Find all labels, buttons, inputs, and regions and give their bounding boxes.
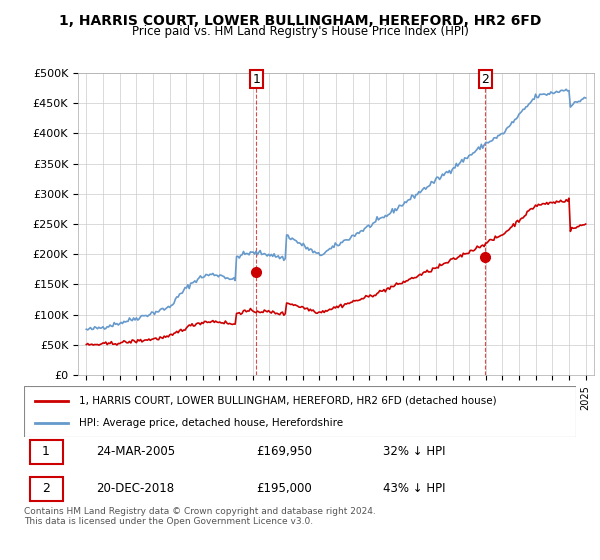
Text: 2: 2	[481, 73, 489, 86]
Text: 24-MAR-2005: 24-MAR-2005	[96, 445, 175, 459]
Text: 32% ↓ HPI: 32% ↓ HPI	[383, 445, 445, 459]
Text: Price paid vs. HM Land Registry's House Price Index (HPI): Price paid vs. HM Land Registry's House …	[131, 25, 469, 38]
Text: 2: 2	[42, 482, 50, 496]
Text: Contains HM Land Registry data © Crown copyright and database right 2024.
This d: Contains HM Land Registry data © Crown c…	[24, 507, 376, 526]
Text: 20-DEC-2018: 20-DEC-2018	[96, 482, 174, 496]
Text: 1, HARRIS COURT, LOWER BULLINGHAM, HEREFORD, HR2 6FD: 1, HARRIS COURT, LOWER BULLINGHAM, HEREF…	[59, 14, 541, 28]
Text: 1, HARRIS COURT, LOWER BULLINGHAM, HEREFORD, HR2 6FD (detached house): 1, HARRIS COURT, LOWER BULLINGHAM, HEREF…	[79, 395, 497, 405]
FancyBboxPatch shape	[29, 477, 62, 501]
Text: £195,000: £195,000	[256, 482, 311, 496]
Text: £169,950: £169,950	[256, 445, 312, 459]
FancyBboxPatch shape	[29, 440, 62, 464]
Text: 43% ↓ HPI: 43% ↓ HPI	[383, 482, 445, 496]
Text: 1: 1	[253, 73, 260, 86]
Text: HPI: Average price, detached house, Herefordshire: HPI: Average price, detached house, Here…	[79, 418, 343, 428]
Text: 1: 1	[42, 445, 50, 459]
FancyBboxPatch shape	[24, 386, 576, 437]
